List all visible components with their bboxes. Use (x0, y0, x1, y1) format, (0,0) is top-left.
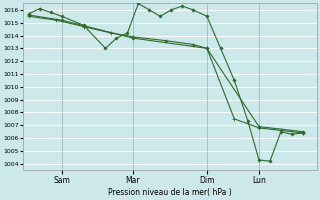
X-axis label: Pression niveau de la mer( hPa ): Pression niveau de la mer( hPa ) (108, 188, 232, 197)
